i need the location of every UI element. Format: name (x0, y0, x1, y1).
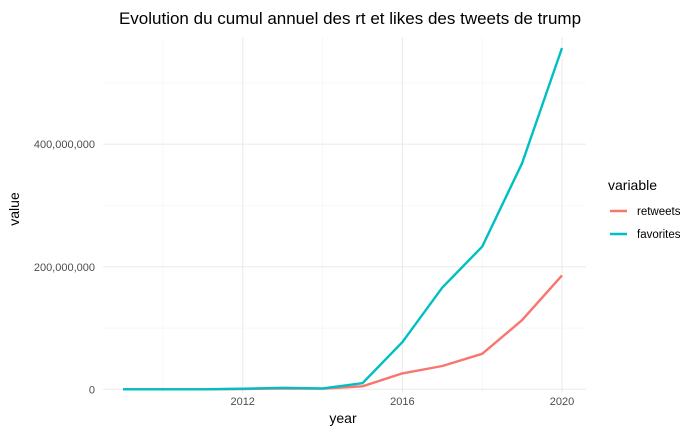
series-lines (123, 47, 564, 391)
x-axis-ticks: 2012 2016 2020 (230, 396, 574, 408)
y-tick-label: 200,000,000 (34, 262, 95, 274)
x-tick-label: 2016 (390, 396, 414, 408)
x-tick-label: 2012 (230, 396, 254, 408)
legend-label-favorites: favorites (637, 229, 681, 241)
y-tick-label: 0 (89, 384, 95, 396)
x-tick-label: 2020 (550, 396, 574, 408)
legend-title: variable (608, 177, 657, 193)
series-line-retweets (123, 274, 563, 391)
y-axis-ticks: 0 200,000,000 400,000,000 (34, 139, 95, 396)
series-line-favorites (123, 47, 564, 391)
x-axis-title: year (329, 410, 357, 426)
grid (103, 37, 586, 393)
y-tick-label: 400,000,000 (34, 139, 95, 151)
y-axis-title: value (6, 192, 22, 226)
legend-label-retweets: retweets (637, 206, 681, 218)
legend: variable retweets favorites (608, 177, 681, 241)
chart-title: Evolution du cumul annuel des rt et like… (119, 9, 581, 28)
